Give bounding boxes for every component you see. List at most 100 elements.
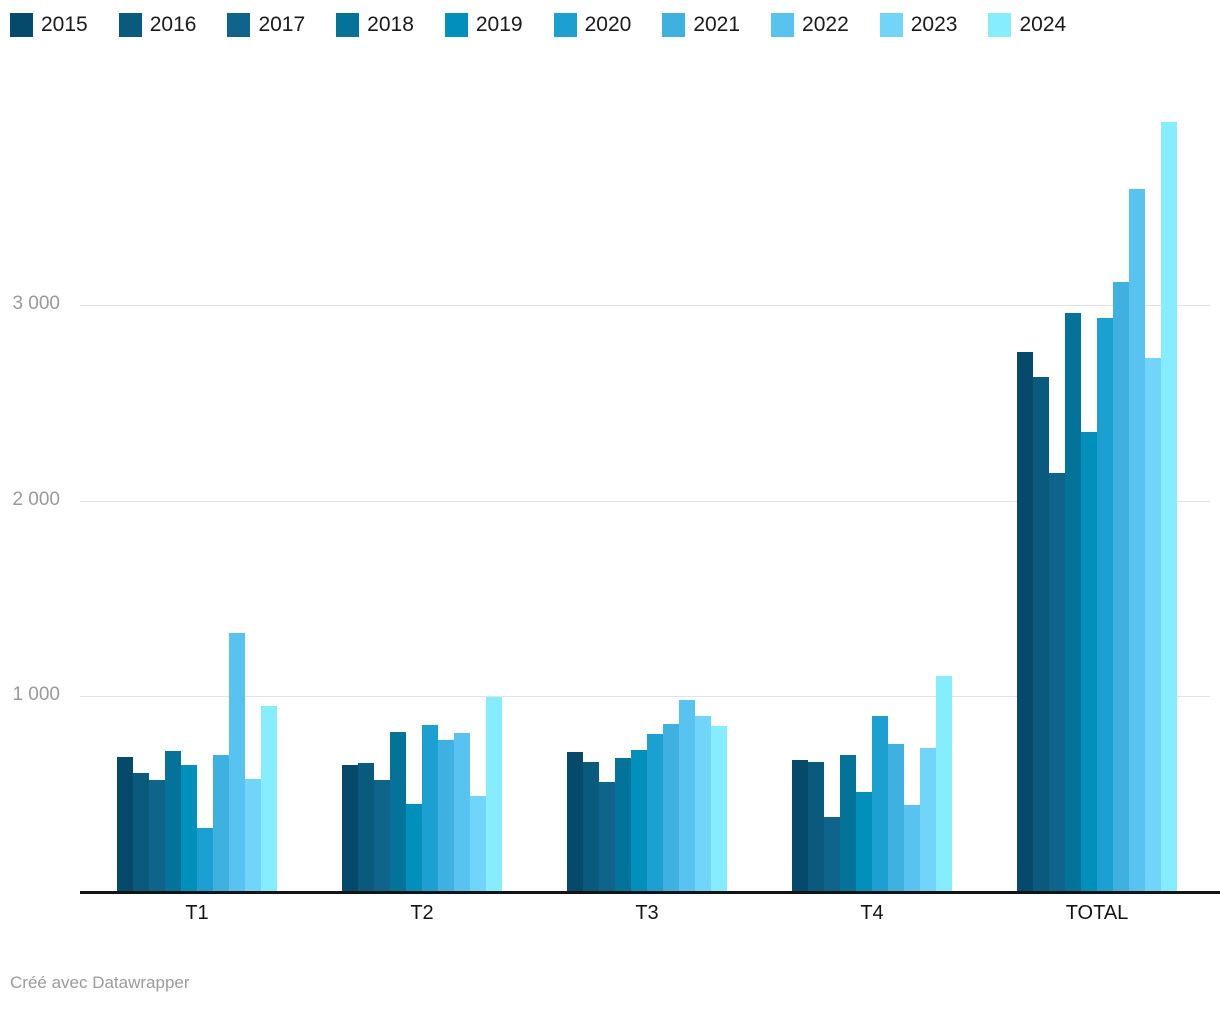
bar-2019-T1[interactable] bbox=[181, 765, 197, 893]
bar-2018-TOTAL[interactable] bbox=[1065, 313, 1081, 893]
bar-2023-T1[interactable] bbox=[245, 779, 261, 893]
legend-item-2017: 2017 bbox=[227, 13, 305, 37]
bar-2020-T4[interactable] bbox=[872, 716, 888, 893]
legend-swatch bbox=[879, 13, 903, 37]
bar-2017-T4[interactable] bbox=[824, 817, 840, 893]
bar-2019-TOTAL[interactable] bbox=[1081, 432, 1097, 893]
y-tick-label-1000: 1 000 bbox=[12, 684, 60, 705]
x-axis-label-T2: T2 bbox=[410, 902, 434, 924]
legend-label: 2018 bbox=[367, 13, 414, 36]
bar-2015-T4[interactable] bbox=[792, 760, 808, 893]
bar-2021-TOTAL[interactable] bbox=[1113, 282, 1129, 893]
bar-2016-T4[interactable] bbox=[808, 762, 824, 893]
legend-item-2024: 2024 bbox=[988, 13, 1066, 37]
legend-item-2015: 2015 bbox=[10, 13, 88, 37]
plot-area: 1 000 2 000 3 000 bbox=[12, 100, 1210, 893]
legend-label: 2017 bbox=[258, 13, 306, 36]
x-axis-line bbox=[80, 891, 1220, 894]
legend-swatch bbox=[988, 13, 1012, 37]
bar-2020-T2[interactable] bbox=[422, 725, 438, 893]
bar-2018-T4[interactable] bbox=[840, 755, 856, 893]
bar-group-T4 bbox=[792, 100, 952, 893]
legend-label: 2022 bbox=[802, 13, 849, 36]
bar-2022-T1[interactable] bbox=[229, 633, 245, 893]
legend-swatch bbox=[10, 13, 33, 37]
bar-2019-T4[interactable] bbox=[856, 792, 872, 893]
legend-item-2021: 2021 bbox=[662, 13, 740, 37]
datawrapper-credit[interactable]: Créé avec Datawrapper bbox=[10, 973, 190, 992]
legend-item-2019: 2019 bbox=[444, 13, 523, 37]
legend-label: 2019 bbox=[475, 13, 523, 36]
y-tick-label-2000: 2 000 bbox=[12, 489, 60, 510]
bar-2023-T2[interactable] bbox=[470, 796, 486, 893]
bar-2017-T3[interactable] bbox=[599, 782, 615, 893]
bar-2022-T4[interactable] bbox=[904, 805, 920, 893]
bar-2015-T1[interactable] bbox=[117, 757, 133, 893]
bar-2018-T1[interactable] bbox=[165, 751, 181, 893]
bar-2022-T3[interactable] bbox=[679, 700, 695, 893]
bar-2024-T1[interactable] bbox=[261, 706, 277, 893]
bar-2024-T3[interactable] bbox=[711, 726, 727, 893]
bar-2021-T3[interactable] bbox=[663, 724, 679, 893]
bar-2015-TOTAL[interactable] bbox=[1017, 352, 1033, 893]
y-tick-label-3000: 3 000 bbox=[12, 293, 60, 314]
legend-item-2016: 2016 bbox=[118, 13, 197, 37]
bar-2017-TOTAL[interactable] bbox=[1049, 473, 1065, 893]
bar-2016-T2[interactable] bbox=[358, 763, 374, 893]
legend-label: 2015 bbox=[41, 13, 88, 36]
bar-2015-T2[interactable] bbox=[342, 765, 358, 893]
bar-2019-T2[interactable] bbox=[406, 804, 422, 893]
legend: 2015 2016 2017 2018 2019 2020 2021 2022 2023 2024 bbox=[10, 13, 1066, 37]
legend-item-2020: 2020 bbox=[553, 13, 632, 37]
bar-2021-T1[interactable] bbox=[213, 755, 229, 893]
bar-group-T2 bbox=[342, 100, 502, 893]
x-axis-label-T1: T1 bbox=[185, 902, 209, 924]
bar-2023-TOTAL[interactable] bbox=[1145, 358, 1161, 893]
bar-2024-T2[interactable] bbox=[486, 697, 502, 893]
bar-2018-T3[interactable] bbox=[615, 758, 631, 893]
bar-group-T3 bbox=[567, 100, 727, 893]
bar-2022-T2[interactable] bbox=[454, 733, 470, 893]
bar-2016-T1[interactable] bbox=[133, 773, 149, 893]
x-axis-label-T4: T4 bbox=[860, 902, 884, 924]
bar-group-T1 bbox=[117, 100, 277, 893]
bar-2016-T3[interactable] bbox=[583, 762, 599, 893]
legend-swatch bbox=[336, 13, 360, 37]
legend-label: 2024 bbox=[1019, 13, 1067, 36]
gridline-1000 bbox=[80, 696, 1210, 697]
bar-2022-TOTAL[interactable] bbox=[1129, 189, 1145, 893]
legend-item-2018: 2018 bbox=[336, 13, 414, 37]
bar-2023-T3[interactable] bbox=[695, 716, 711, 893]
legend-label: 2021 bbox=[693, 13, 741, 36]
bar-2017-T2[interactable] bbox=[374, 780, 390, 893]
legend-swatch bbox=[444, 13, 468, 37]
legend-swatch bbox=[553, 13, 577, 37]
x-axis-label-TOTAL: TOTAL bbox=[1065, 902, 1129, 924]
bar-2018-T2[interactable] bbox=[390, 732, 406, 893]
bar-group-TOTAL bbox=[1017, 100, 1177, 893]
bar-2024-T4[interactable] bbox=[936, 676, 952, 893]
bar-2015-T3[interactable] bbox=[567, 752, 583, 893]
bar-2017-T1[interactable] bbox=[149, 780, 165, 893]
legend-item-2023: 2023 bbox=[879, 13, 958, 37]
bar-2021-T4[interactable] bbox=[888, 744, 904, 893]
bar-2023-T4[interactable] bbox=[920, 748, 936, 893]
bar-2021-T2[interactable] bbox=[438, 740, 454, 893]
bar-2024-TOTAL[interactable] bbox=[1161, 122, 1177, 893]
x-axis-label-T3: T3 bbox=[635, 902, 659, 924]
bar-2020-T3[interactable] bbox=[647, 734, 663, 893]
gridline-3000 bbox=[80, 305, 1210, 306]
gridline-2000 bbox=[80, 501, 1210, 502]
bar-2020-T1[interactable] bbox=[197, 828, 213, 893]
legend-swatch bbox=[227, 13, 251, 37]
legend-swatch bbox=[771, 13, 795, 37]
legend-label: 2016 bbox=[149, 13, 197, 36]
bar-2019-T3[interactable] bbox=[631, 750, 647, 893]
bar-2016-TOTAL[interactable] bbox=[1033, 377, 1049, 893]
legend-item-2022: 2022 bbox=[771, 13, 849, 37]
bar-2020-TOTAL[interactable] bbox=[1097, 318, 1113, 893]
legend-label: 2023 bbox=[910, 13, 958, 36]
legend-swatch bbox=[118, 13, 142, 37]
legend-label: 2020 bbox=[584, 13, 632, 36]
